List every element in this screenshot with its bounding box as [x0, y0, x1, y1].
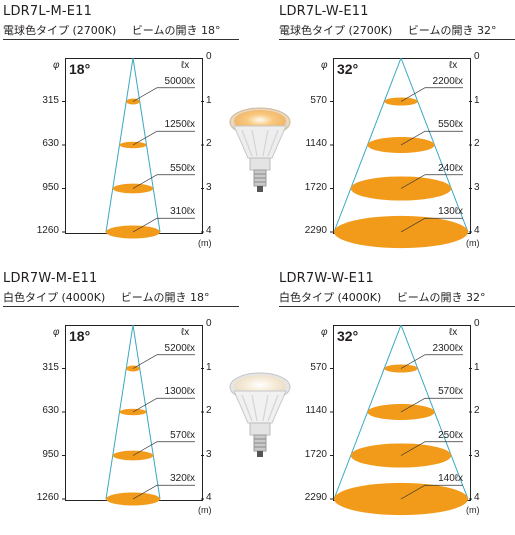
- lux-axis-symbol: ℓx: [181, 327, 190, 338]
- beam-diameter-label: 1260: [36, 225, 59, 236]
- beam-angle-label: ビームの開き 32°: [407, 24, 497, 37]
- distance-tick-label: 0: [474, 318, 480, 329]
- illuminance-label: 250ℓx: [438, 429, 463, 441]
- illuminance-label: 2200ℓx: [432, 75, 463, 87]
- distance-tick-label: 4: [206, 225, 212, 236]
- distance-unit: (m): [198, 238, 212, 248]
- distance-unit: (m): [466, 238, 480, 248]
- model-name: LDR7W-W-E11: [279, 271, 375, 286]
- title-divider: [3, 306, 239, 307]
- model-name: LDR7L-W-E11: [279, 4, 369, 19]
- title-divider: [3, 39, 239, 40]
- distance-tick-label: 0: [206, 318, 212, 329]
- beam-diameter-label: 630: [42, 405, 59, 416]
- distance-tick-label: 2: [474, 405, 480, 416]
- beam-panel: LDR7L-M-E11 電球色タイプ (2700K) ビームの開き 18°: [3, 3, 259, 268]
- distance-tick-label: 4: [206, 492, 212, 503]
- illuminance-label: 5000ℓx: [164, 75, 195, 87]
- diameter-axis-symbol: φ: [321, 327, 328, 338]
- illuminance-label: 570ℓx: [438, 386, 463, 398]
- diameter-axis-symbol: φ: [53, 327, 60, 338]
- beam-diameter-label: 1720: [304, 181, 327, 193]
- beam-angle-value: 18°: [69, 328, 91, 344]
- title-divider: [279, 39, 515, 40]
- beam-diameter-label: 315: [42, 94, 59, 106]
- beam-diameter-label: 1720: [304, 448, 327, 460]
- illuminance-label: 1300ℓx: [164, 386, 195, 398]
- distance-tick-label: 1: [474, 361, 480, 373]
- distance-tick-label: 0: [474, 51, 480, 62]
- lux-axis-symbol: ℓx: [181, 60, 190, 71]
- beam-panel: LDR7W-M-E11 白色タイプ (4000K) ビームの開き 18°: [3, 270, 259, 535]
- beam-angle-label: ビームの開き 18°: [120, 291, 210, 304]
- beam-diameter-label: 950: [42, 181, 59, 193]
- illuminance-label: 5200ℓx: [164, 342, 195, 354]
- distance-tick-label: 4: [474, 225, 480, 236]
- distance-tick-label: 0: [206, 51, 212, 62]
- illuminance-label: 2300ℓx: [432, 342, 463, 354]
- beam-angle-value: 32°: [337, 61, 359, 77]
- distance-tick-label: 3: [206, 448, 212, 460]
- beam-diameter-label: 630: [42, 138, 59, 149]
- beam-diameter-label: 1260: [36, 492, 59, 503]
- beam-diameter-label: 1140: [305, 405, 327, 416]
- color-type-label: 白色タイプ (4000K): [279, 291, 382, 304]
- illuminance-label: 240ℓx: [438, 162, 463, 174]
- subtitle: 白色タイプ (4000K) ビームの開き 32°: [279, 289, 485, 305]
- illuminance-label: 320ℓx: [170, 473, 195, 485]
- beam-angle-value: 18°: [69, 61, 91, 77]
- lux-axis-symbol: ℓx: [449, 60, 458, 71]
- distance-unit: (m): [198, 505, 212, 515]
- illuminance-label: 1250ℓx: [164, 119, 195, 131]
- distance-tick-label: 4: [474, 492, 480, 503]
- warm-bulb-image: [228, 104, 292, 196]
- distance-tick-label: 3: [206, 181, 212, 193]
- distance-tick-label: 3: [474, 448, 480, 460]
- illuminance-label: 550ℓx: [170, 162, 195, 174]
- beam-angle-value: 32°: [337, 328, 359, 344]
- title-divider: [279, 306, 515, 307]
- illuminance-label: 550ℓx: [438, 119, 463, 131]
- beam-diameter-label: 315: [42, 361, 59, 373]
- subtitle: 白色タイプ (4000K) ビームの開き 18°: [3, 289, 209, 305]
- color-type-label: 電球色タイプ (2700K): [279, 24, 393, 37]
- illuminance-label: 310ℓx: [170, 206, 195, 218]
- color-type-label: 電球色タイプ (2700K): [3, 24, 117, 37]
- subtitle: 電球色タイプ (2700K) ビームの開き 32°: [279, 22, 496, 38]
- diameter-axis-symbol: φ: [321, 60, 328, 71]
- illuminance-label: 130ℓx: [438, 206, 463, 218]
- diameter-axis-symbol: φ: [53, 60, 60, 71]
- model-name: LDR7W-M-E11: [3, 271, 98, 286]
- white-bulb-image: [228, 369, 292, 461]
- distance-tick-label: 1: [206, 361, 212, 373]
- color-type-label: 白色タイプ (4000K): [3, 291, 106, 304]
- model-name: LDR7L-M-E11: [3, 4, 93, 19]
- distance-unit: (m): [466, 505, 480, 515]
- distance-tick-label: 1: [474, 94, 480, 106]
- beam-diameter-label: 950: [42, 448, 59, 460]
- illuminance-label: 570ℓx: [170, 429, 195, 441]
- beam-diameter-label: 2290: [304, 225, 327, 236]
- distance-tick-label: 1: [206, 94, 212, 106]
- lux-axis-symbol: ℓx: [449, 327, 458, 338]
- beam-diameter-label: 2290: [304, 492, 327, 503]
- beam-diameter-label: 1140: [305, 138, 327, 149]
- beam-diameter-label: 570: [310, 361, 327, 373]
- distance-tick-label: 2: [206, 138, 212, 149]
- illuminance-label: 140ℓx: [438, 473, 463, 485]
- distance-tick-label: 2: [474, 138, 480, 149]
- beam-diameter-label: 570: [310, 94, 327, 106]
- beam-angle-label: ビームの開き 32°: [396, 291, 486, 304]
- beam-panel: LDR7W-W-E11 白色タイプ (4000K) ビームの開き 32°: [279, 270, 515, 535]
- subtitle: 電球色タイプ (2700K) ビームの開き 18°: [3, 22, 220, 38]
- beam-angle-label: ビームの開き 18°: [131, 24, 221, 37]
- distance-tick-label: 3: [474, 181, 480, 193]
- distance-tick-label: 2: [206, 405, 212, 416]
- beam-panel: LDR7L-W-E11 電球色タイプ (2700K) ビームの開き 32°: [279, 3, 515, 268]
